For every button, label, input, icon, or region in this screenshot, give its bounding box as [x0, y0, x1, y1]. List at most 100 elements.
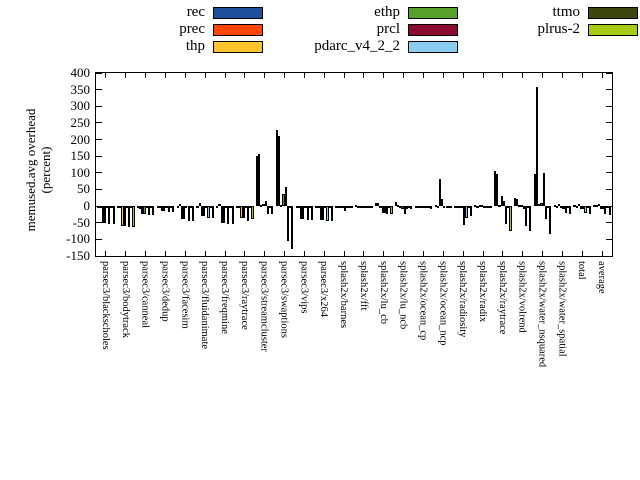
legend-item-ttmo: ttmo — [455, 4, 638, 21]
bar-ttmo — [189, 206, 192, 209]
y-tick-label: 250 — [70, 114, 91, 130]
bar-prec — [595, 205, 598, 208]
bar-rec — [434, 205, 437, 208]
x-tick-label: splash2x/raytrace — [496, 261, 508, 335]
x-tick-label: splash2x/fft — [357, 261, 369, 311]
bar-prec — [139, 206, 142, 209]
y-tick-right — [606, 255, 612, 257]
bar-rec — [156, 206, 159, 209]
bar-prcl — [165, 206, 168, 209]
bar-prcl — [602, 206, 605, 210]
x-tick-top — [522, 73, 524, 78]
bar-thp — [557, 204, 561, 207]
x-tick — [482, 251, 484, 256]
x-tick-top — [363, 73, 365, 78]
bar-ethp — [282, 194, 285, 207]
bar-prcl — [225, 206, 228, 209]
x-tick — [105, 251, 107, 256]
bar-prcl — [582, 206, 585, 210]
x-tick — [244, 251, 246, 256]
bar-prcl — [125, 206, 128, 209]
legend-item-rec: rec — [85, 4, 263, 21]
bar-plrus-2 — [449, 206, 453, 209]
x-tick-top — [601, 73, 603, 78]
bar-prcl — [105, 206, 109, 209]
x-tick-top — [442, 73, 444, 78]
bar-plrus-2 — [588, 206, 592, 215]
bar-rec — [216, 206, 219, 209]
bar-ethp — [361, 206, 364, 209]
legend-swatch-ethp — [408, 6, 458, 19]
bar-pdarc_v4_2_2 — [385, 206, 389, 215]
bar-ttmo — [308, 206, 311, 209]
x-tick — [442, 251, 444, 256]
x-tick-top — [204, 73, 206, 78]
bar-pdarc_v4_2_2 — [167, 206, 170, 213]
y-tick-label: 0 — [83, 198, 91, 214]
x-tick-label: parsec3/freqmine — [219, 261, 230, 334]
bar-rec — [593, 205, 596, 208]
x-tick-label: splash2x/radiosity — [457, 261, 469, 338]
bar-pdarc_v4_2_2 — [564, 206, 567, 213]
bar-pdarc_v4_2_2 — [207, 206, 210, 218]
x-tick-top — [224, 73, 226, 78]
bar-plrus-2 — [291, 206, 294, 250]
x-tick — [422, 251, 424, 256]
bar-prcl — [483, 206, 486, 209]
bar-prcl — [284, 187, 287, 207]
bar-rec — [474, 205, 477, 208]
bar-ttmo — [447, 206, 450, 209]
bar-ethp — [183, 206, 186, 219]
bar-ethp — [560, 206, 563, 209]
bar-ethp — [599, 206, 603, 209]
bar-ttmo — [209, 206, 212, 209]
x-tick-top — [581, 73, 583, 78]
bar-thp — [161, 206, 164, 212]
bar-rec — [573, 205, 576, 208]
x-tick — [462, 251, 464, 256]
bar-plrus-2 — [350, 206, 353, 209]
x-tick-top — [403, 73, 405, 78]
bar-thp — [438, 179, 442, 207]
x-tick — [581, 251, 583, 256]
bar-plrus-2 — [172, 206, 175, 213]
bar-thp — [260, 205, 263, 208]
bar-prcl — [205, 206, 208, 209]
x-tick-label: splash2x/water_spatial — [556, 261, 568, 357]
bar-prcl — [363, 206, 367, 209]
y-tick — [96, 255, 102, 257]
bar-rec — [255, 156, 259, 207]
bar-thp — [577, 204, 581, 207]
y-tick — [96, 188, 102, 190]
bar-plrus-2 — [529, 206, 532, 232]
x-tick-top — [164, 73, 166, 78]
x-tick-label: parsec3/blackscholes — [99, 261, 111, 350]
x-tick-top — [303, 73, 305, 78]
bar-plrus-2 — [112, 206, 115, 225]
x-tick — [561, 251, 563, 256]
bar-thp — [299, 206, 303, 219]
legend-swatch-rec — [213, 6, 263, 19]
y-tick-right — [606, 238, 612, 240]
bar-ttmo — [388, 206, 391, 209]
legend-label-rec: rec — [186, 4, 205, 20]
bar-thp — [538, 204, 541, 207]
bar-ttmo — [467, 206, 470, 209]
x-tick-top — [482, 73, 484, 78]
bar-ethp — [460, 206, 464, 209]
bar-prcl — [522, 206, 525, 209]
x-tick — [224, 251, 226, 256]
bar-ethp — [103, 206, 106, 224]
bar-ttmo — [507, 206, 510, 209]
bar-prec — [476, 206, 479, 209]
legend-swatch-prec — [213, 23, 263, 36]
x-tick — [303, 251, 305, 256]
x-tick-top — [462, 73, 464, 78]
y-tick-label: -50 — [72, 214, 90, 230]
bar-ethp — [401, 206, 404, 209]
bar-prcl — [463, 206, 466, 226]
y-tick — [96, 105, 102, 107]
bar-rec — [176, 206, 179, 209]
bar-plrus-2 — [231, 206, 234, 225]
bar-plrus-2 — [489, 206, 492, 209]
